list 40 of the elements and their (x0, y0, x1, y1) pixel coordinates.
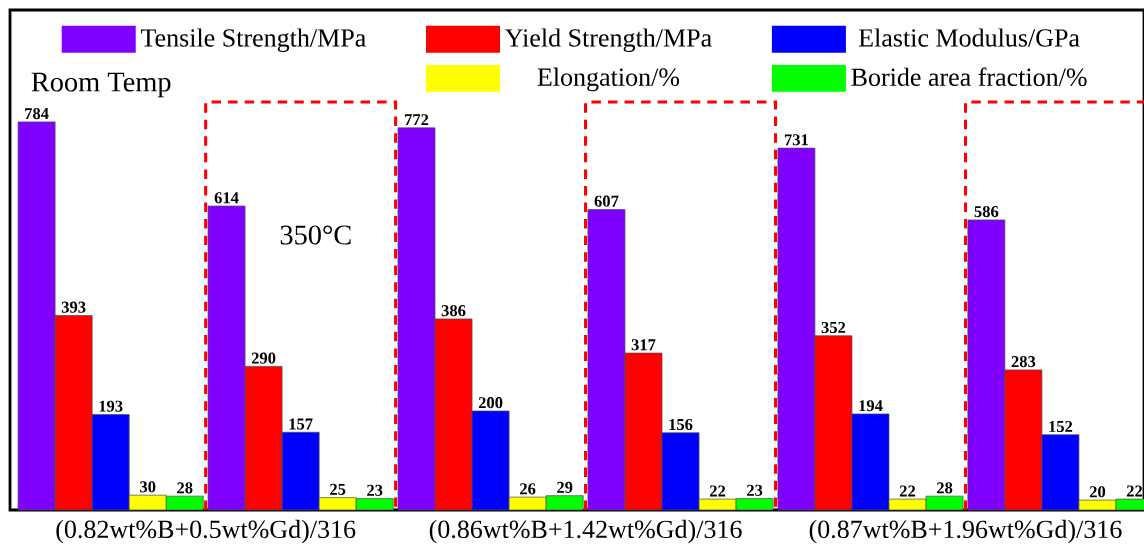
data-label: 25 (330, 483, 346, 495)
data-label: 157 (289, 418, 313, 430)
data-label: 28 (177, 482, 193, 494)
text: (0.86wt%B+1.42wt%Gd)/316 (429, 519, 742, 544)
data-label: 193 (99, 400, 123, 412)
legend-label: Yield Strength/MPa (505, 28, 712, 53)
data-label: 156 (669, 418, 693, 431)
legend-label: Elongation/% (537, 67, 680, 92)
annotation: 350°C (280, 225, 351, 245)
data-label: 772 (405, 114, 429, 126)
data-label: 29 (557, 481, 573, 493)
legend-label: Tensile Strength/MPa (140, 28, 366, 53)
data-label: 22 (710, 485, 726, 497)
legend-label: Boride area fraction/% (851, 67, 1087, 87)
data-label: 152 (1049, 420, 1073, 433)
data-label: 283 (1011, 356, 1036, 368)
data-label: 22 (1126, 485, 1143, 497)
data-label: 30 (140, 481, 156, 493)
data-label: 586 (974, 206, 999, 218)
data-label: 28 (936, 482, 953, 494)
data-label: 23 (367, 484, 383, 496)
data-label: 20 (1089, 486, 1106, 498)
data-label: 23 (747, 484, 763, 496)
data-label: 200 (478, 397, 503, 409)
data-label: 352 (821, 321, 846, 334)
data-label: 290 (251, 352, 276, 364)
legend-label: Elastic Modulus/GPa (858, 28, 1080, 47)
data-label: 317 (631, 339, 656, 351)
data-label: 614 (214, 192, 239, 204)
data-label: 26 (520, 483, 536, 495)
text: (0.82wt%B+0.5wt%Gd)/316 (56, 519, 356, 544)
annotation: Room Temp (31, 72, 171, 98)
text: (0.87wt%B+1.96wt%Gd)/316 (809, 519, 1122, 544)
data-label: 607 (594, 195, 619, 207)
data-label: 194 (859, 400, 883, 412)
data-label: 386 (441, 305, 466, 317)
data-label: 784 (25, 107, 49, 120)
data-label: 731 (784, 134, 808, 146)
data-label: 22 (899, 485, 916, 497)
data-label: 393 (61, 301, 86, 313)
